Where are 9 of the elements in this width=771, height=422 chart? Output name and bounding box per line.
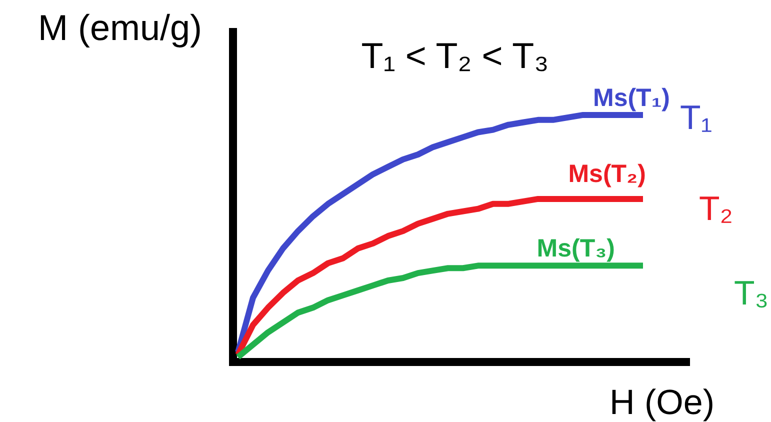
annotation: Ms(T₁) bbox=[593, 84, 670, 112]
x-axis-title: H (Oe) bbox=[610, 383, 714, 422]
series-label: T₂ bbox=[699, 190, 733, 228]
text: T₃ bbox=[734, 274, 769, 313]
series-label: T₁ bbox=[680, 98, 712, 137]
annotation: Ms(T₃) bbox=[536, 234, 615, 263]
chart-title: T₁ < T₂ < T₃ bbox=[361, 35, 549, 76]
y-axis-title: M (emu/g) bbox=[38, 7, 202, 48]
annotation: Ms(T₂) bbox=[568, 160, 646, 188]
